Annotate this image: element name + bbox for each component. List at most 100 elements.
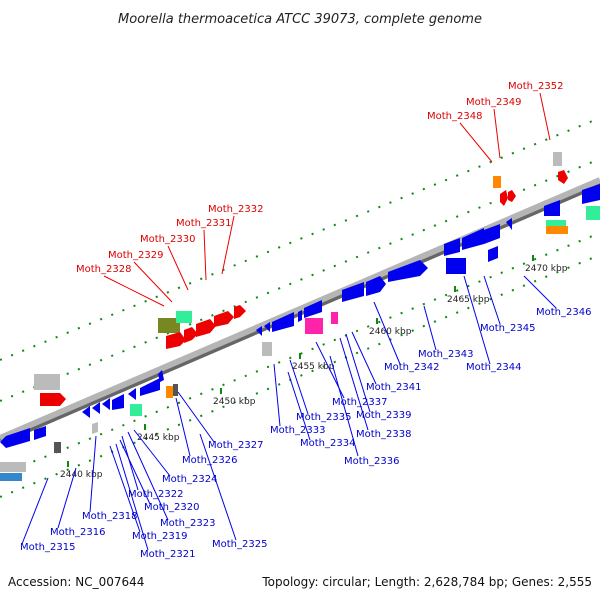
gene-reverse-c[interactable] [82, 406, 90, 418]
leader-moth-2348 [459, 122, 493, 163]
gene-grey-left[interactable] [0, 462, 26, 472]
leader-moth-2332 [221, 215, 235, 275]
gene-label-moth-2321[interactable]: Moth_2321 [140, 549, 195, 560]
leader-moth-2325 [199, 433, 237, 541]
gene-label-moth-2348[interactable]: Moth_2348 [427, 111, 482, 122]
gene-reverse-d[interactable] [92, 402, 100, 414]
gene-orange-c[interactable] [546, 226, 568, 234]
gene-olive[interactable] [158, 318, 180, 333]
leader-moth-2345 [483, 275, 501, 325]
gene-reverse-k[interactable] [264, 322, 270, 332]
gene-grey-mid[interactable] [262, 342, 272, 356]
gene-reverse-o[interactable] [342, 282, 364, 302]
gene-darkgrey-b[interactable] [173, 384, 178, 396]
gene-reverse-x[interactable] [544, 200, 560, 216]
gene-forward-h[interactable] [508, 190, 516, 202]
gene-label-moth-2338[interactable]: Moth_2338 [356, 429, 411, 440]
gene-label-moth-2319[interactable]: Moth_2319 [132, 531, 187, 542]
gene-magenta-a[interactable] [305, 318, 323, 334]
gene-label-moth-2332[interactable]: Moth_2332 [208, 204, 263, 215]
lane-inner-2 [0, 254, 600, 498]
gene-label-moth-2324[interactable]: Moth_2324 [162, 474, 217, 485]
gene-reverse-a[interactable] [0, 428, 30, 448]
gene-forward-i[interactable] [558, 170, 568, 184]
gene-green-d[interactable] [586, 206, 600, 220]
leader-moth-2318 [89, 435, 97, 513]
gene-label-moth-2329[interactable]: Moth_2329 [108, 250, 163, 261]
backbone-line [0, 177, 600, 441]
gene-reverse-g[interactable] [128, 388, 136, 400]
gene-grey-block[interactable] [34, 374, 60, 390]
gene-grey-right[interactable] [553, 152, 562, 166]
gene-label-moth-2336[interactable]: Moth_2336 [344, 456, 399, 467]
gene-label-moth-2315[interactable]: Moth_2315 [20, 542, 75, 553]
gene-label-moth-2352[interactable]: Moth_2352 [508, 81, 563, 92]
gene-label-moth-2335[interactable]: Moth_2335 [296, 412, 351, 423]
gene-forward-a[interactable] [40, 393, 66, 406]
gene-forward-g[interactable] [500, 190, 508, 206]
gene-steel-left[interactable] [0, 473, 22, 481]
label-leader-lines [21, 92, 557, 551]
leader-moth-2315 [21, 477, 49, 545]
gene-forward-d[interactable] [196, 319, 216, 337]
gene-reverse-b[interactable] [34, 426, 46, 440]
gene-label-moth-2330[interactable]: Moth_2330 [140, 234, 195, 245]
leader-moth-2343 [423, 305, 437, 351]
gene-reverse-v[interactable] [446, 258, 466, 274]
gene-label-moth-2334[interactable]: Moth_2334 [300, 438, 355, 449]
gene-forward-b[interactable] [166, 332, 186, 349]
gene-reverse-l[interactable] [272, 312, 294, 332]
gene-label-moth-2346[interactable]: Moth_2346 [536, 307, 591, 318]
gene-label-moth-2323[interactable]: Moth_2323 [160, 518, 215, 529]
gene-reverse-j[interactable] [256, 326, 262, 336]
gene-reverse-n[interactable] [304, 300, 322, 318]
gene-reverse-u[interactable] [506, 218, 512, 230]
gene-label-moth-2349[interactable]: Moth_2349 [466, 97, 521, 108]
gene-label-moth-2345[interactable]: Moth_2345 [480, 323, 535, 334]
gene-label-moth-2343[interactable]: Moth_2343 [418, 349, 473, 360]
gene-label-moth-2331[interactable]: Moth_2331 [176, 218, 231, 229]
gene-forward-e[interactable] [214, 311, 234, 327]
gene-label-moth-2320[interactable]: Moth_2320 [144, 502, 199, 513]
gene-reverse-h[interactable] [140, 378, 160, 396]
gene-reverse-p[interactable] [366, 276, 386, 296]
gene-label-moth-2318[interactable]: Moth_2318 [82, 511, 137, 522]
gene-reverse-w[interactable] [488, 246, 498, 262]
gene-label-moth-2337[interactable]: Moth_2337 [332, 397, 387, 408]
gene-label-moth-2333[interactable]: Moth_2333 [270, 425, 325, 436]
gene-orange-a[interactable] [166, 386, 173, 398]
gene-label-moth-2327[interactable]: Moth_2327 [208, 440, 263, 451]
gene-label-moth-2342[interactable]: Moth_2342 [384, 362, 439, 373]
gene-label-moth-2316[interactable]: Moth_2316 [50, 527, 105, 538]
gene-orange-b[interactable] [493, 176, 501, 188]
gene-label-moth-2344[interactable]: Moth_2344 [466, 362, 521, 373]
gene-reverse-s[interactable] [462, 228, 484, 250]
gene-magenta-b[interactable] [331, 312, 338, 324]
gene-label-moth-2328[interactable]: Moth_2328 [76, 264, 131, 275]
scale-ticks: 2440 kbp 2445 kbp 2450 kbp 2455 kbp 2460 kbp… [60, 255, 568, 480]
gene-reverse-r[interactable] [444, 238, 460, 256]
gene-reverse-q[interactable] [388, 260, 428, 282]
gene-label-moth-2325[interactable]: Moth_2325 [212, 539, 267, 550]
gene-forward-c[interactable] [184, 327, 198, 343]
gene-green-c[interactable] [546, 220, 566, 228]
gene-forward-f[interactable] [234, 305, 246, 319]
gene-label-moth-2326[interactable]: Moth_2326 [182, 455, 237, 466]
gene-reverse-e[interactable] [102, 398, 110, 410]
leader-moth-2352 [539, 92, 551, 141]
gene-grey-small[interactable] [92, 422, 98, 434]
gene-reverse-y[interactable] [582, 184, 600, 204]
gene-reverse-t[interactable] [484, 224, 500, 244]
gene-reverse-m[interactable] [298, 310, 302, 322]
gene-reverse-f[interactable] [112, 394, 124, 410]
gene-darkgrey-a[interactable] [54, 442, 61, 453]
gene-label-moth-2341[interactable]: Moth_2341 [366, 382, 421, 393]
gene-green-b[interactable] [176, 311, 192, 323]
gene-green-a[interactable] [130, 404, 142, 416]
leader-moth-2335 [289, 359, 309, 415]
gene-label-moth-2339[interactable]: Moth_2339 [356, 410, 411, 421]
gene-reverse-i[interactable] [158, 370, 164, 382]
tick-label-2465-kbp: 2465 kbp [447, 295, 490, 305]
gene-label-moth-2322[interactable]: Moth_2322 [128, 489, 183, 500]
